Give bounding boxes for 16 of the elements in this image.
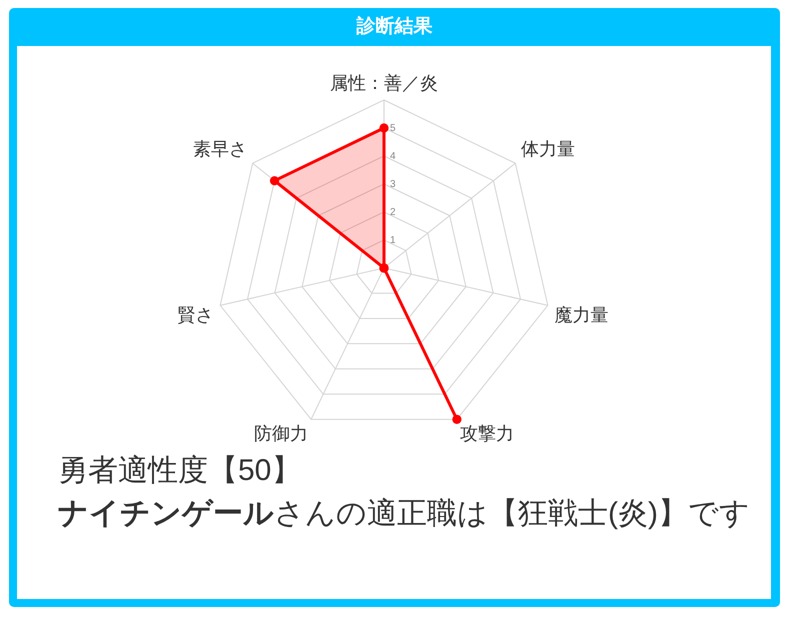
spoke-label: 攻撃力 [460, 424, 514, 444]
chart-title: 診断結果 [356, 16, 432, 37]
y-tick-label: 3 [390, 179, 396, 190]
spoke-label: 魔力量 [554, 304, 609, 325]
spoke-label: 体力量 [520, 138, 575, 159]
y-tick-label: 2 [390, 207, 396, 218]
text: さんの適正職は【狂戦士(炎)】です [274, 497, 750, 530]
y-tick-label: 1 [390, 235, 396, 246]
text: ナイチンゲール [58, 497, 274, 530]
spoke-label: 賢さ [177, 304, 214, 325]
spoke-label: 素早さ [193, 138, 248, 159]
y-tick-label: 5 [390, 123, 396, 134]
text: 勇者適性度【50】 [58, 453, 302, 489]
spoke-label: 属性：善／炎 [330, 73, 438, 93]
spoke-label: 防御力 [254, 424, 308, 444]
y-tick-label: 4 [390, 151, 396, 162]
